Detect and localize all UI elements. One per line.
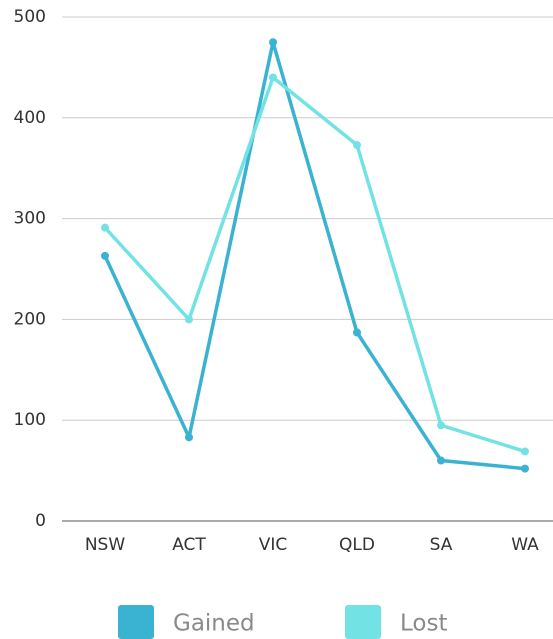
point xyxy=(185,315,193,324)
y-tick-label: 200 xyxy=(14,309,46,329)
y-tick-label: 400 xyxy=(14,108,46,128)
legend-label: Lost xyxy=(400,611,447,637)
point xyxy=(437,456,445,465)
point xyxy=(353,328,361,337)
x-tick-label: ACT xyxy=(172,535,206,555)
point xyxy=(521,447,529,456)
legend-label: Gained xyxy=(173,611,255,637)
x-tick-label: NSW xyxy=(85,535,126,555)
x-tick-label: VIC xyxy=(259,535,288,555)
point xyxy=(101,223,109,232)
y-tick-label: 300 xyxy=(14,209,46,229)
point xyxy=(101,251,109,260)
y-tick-label: 500 xyxy=(14,7,46,27)
point xyxy=(521,464,529,473)
point xyxy=(353,141,361,150)
x-tick-label: SA xyxy=(430,535,453,555)
line xyxy=(103,40,526,471)
legend-swatch xyxy=(345,605,381,639)
x-tick-label: WA xyxy=(511,535,539,555)
legend-swatch xyxy=(118,605,154,639)
y-tick-label: 100 xyxy=(14,410,46,430)
point xyxy=(185,433,193,442)
point xyxy=(437,421,445,430)
y-tick-label: 0 xyxy=(35,511,46,531)
point xyxy=(269,38,277,47)
point xyxy=(269,73,277,82)
line xyxy=(103,75,526,454)
x-tick-label: QLD xyxy=(339,535,375,555)
